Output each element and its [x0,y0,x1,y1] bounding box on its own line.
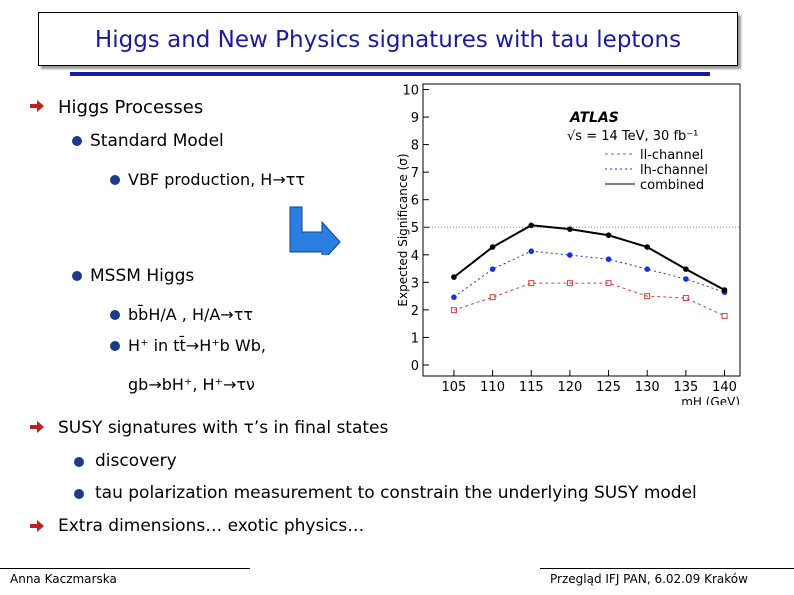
point [528,222,535,229]
chart-title: ATLAS [569,110,619,126]
point [566,280,573,287]
dot-bullet [110,310,120,320]
bullet-text: tau polarization measurement to constrai… [95,483,697,503]
y-tick-label: 9 [411,111,419,126]
x-tick-label: 135 [673,380,698,395]
y-tick-label: 7 [411,166,419,181]
point [721,312,728,319]
point [489,244,496,250]
point [489,266,496,272]
bullet-text: discovery [95,451,177,471]
legend-label: combined [640,178,704,193]
y-tick-label: 1 [411,331,419,346]
y-tick-label: 0 [411,359,419,374]
y-axis-label: Expected Significance (σ) [396,153,410,306]
y-tick-label: 6 [411,194,419,209]
point [451,294,457,301]
point [528,280,535,287]
point [644,244,651,250]
legend-label: ll-channel [640,148,703,163]
slide-title: Higgs and New Physics signatures with ta… [94,27,682,53]
dot-bullet [74,457,84,467]
point [489,294,496,301]
x-tick-label: 110 [480,380,505,395]
point [451,274,457,280]
point [683,276,689,282]
point [644,266,651,272]
point [567,252,573,258]
dot-bullet [110,341,120,351]
point [450,307,457,314]
y-tick-label: 4 [411,249,419,264]
footer-author: Anna Kaczmarska [10,572,117,586]
bullet-text: H⁺ in tt̄→H⁺b Wb, [128,336,266,355]
footer-rule [540,568,794,569]
x-axis-label: mH (GeV) [681,395,740,405]
bullet-text: VBF production, H→ττ [128,170,305,189]
dot-bullet [72,136,82,146]
chart: 0 1 2 3 4 5 6 7 8 9 10 105 110 115 120 125 130 135 140 Expe… [396,83,741,405]
point [605,232,612,239]
footer-event: Przegląd IFJ PAN, 6.02.09 Kraków [550,572,748,586]
bullet-text: Higgs Processes [58,97,204,118]
point [605,280,612,287]
x-tick-label: 115 [519,380,544,395]
title-box: Higgs and New Physics signatures with ta… [38,12,738,66]
point [683,266,689,272]
dot-bullet [110,175,120,185]
dot-bullet [74,489,84,499]
legend-label: lh-channel [640,163,708,178]
arrow-bullet [30,100,44,112]
point [567,226,573,232]
x-tick-label: 140 [712,380,737,395]
point [721,287,728,293]
y-tick-label: 5 [411,221,419,236]
series-line [453,250,725,298]
x-tick-label: 130 [635,380,660,395]
y-tick-label: 8 [411,139,419,154]
series-line [453,282,725,317]
arrow-bullet [30,520,44,532]
point [682,295,689,302]
point [644,293,651,300]
bullet-text: MSSM Higgs [90,266,195,286]
dot-bullet [72,271,82,281]
plot-frame [422,83,741,377]
x-tick-label: 120 [557,380,582,395]
curved-arrow [289,206,341,255]
bullet-text: SUSY signatures with τ’s in final states [58,418,389,438]
series-line [453,224,726,291]
point [528,248,535,255]
bullet-text: Extra dimensions… exotic physics… [58,516,365,536]
arrow-bullet [30,421,44,433]
bullet-text: bb̄H/A , H/A→ττ [128,305,253,324]
y-tick-label: 3 [411,276,419,291]
x-tick-label: 125 [596,380,621,395]
bullet-text: gb→bH⁺, H⁺→τν [128,375,255,394]
footer-rule [0,568,250,569]
y-tick-label: 10 [402,84,419,99]
chart-subtitle: √s = 14 TeV, 30 fb⁻¹ [567,129,698,144]
x-tick-label: 105 [442,380,467,395]
point [605,256,612,262]
bullet-text: Standard Model [90,131,224,151]
title-rule [70,72,710,76]
y-tick-label: 2 [411,304,419,319]
